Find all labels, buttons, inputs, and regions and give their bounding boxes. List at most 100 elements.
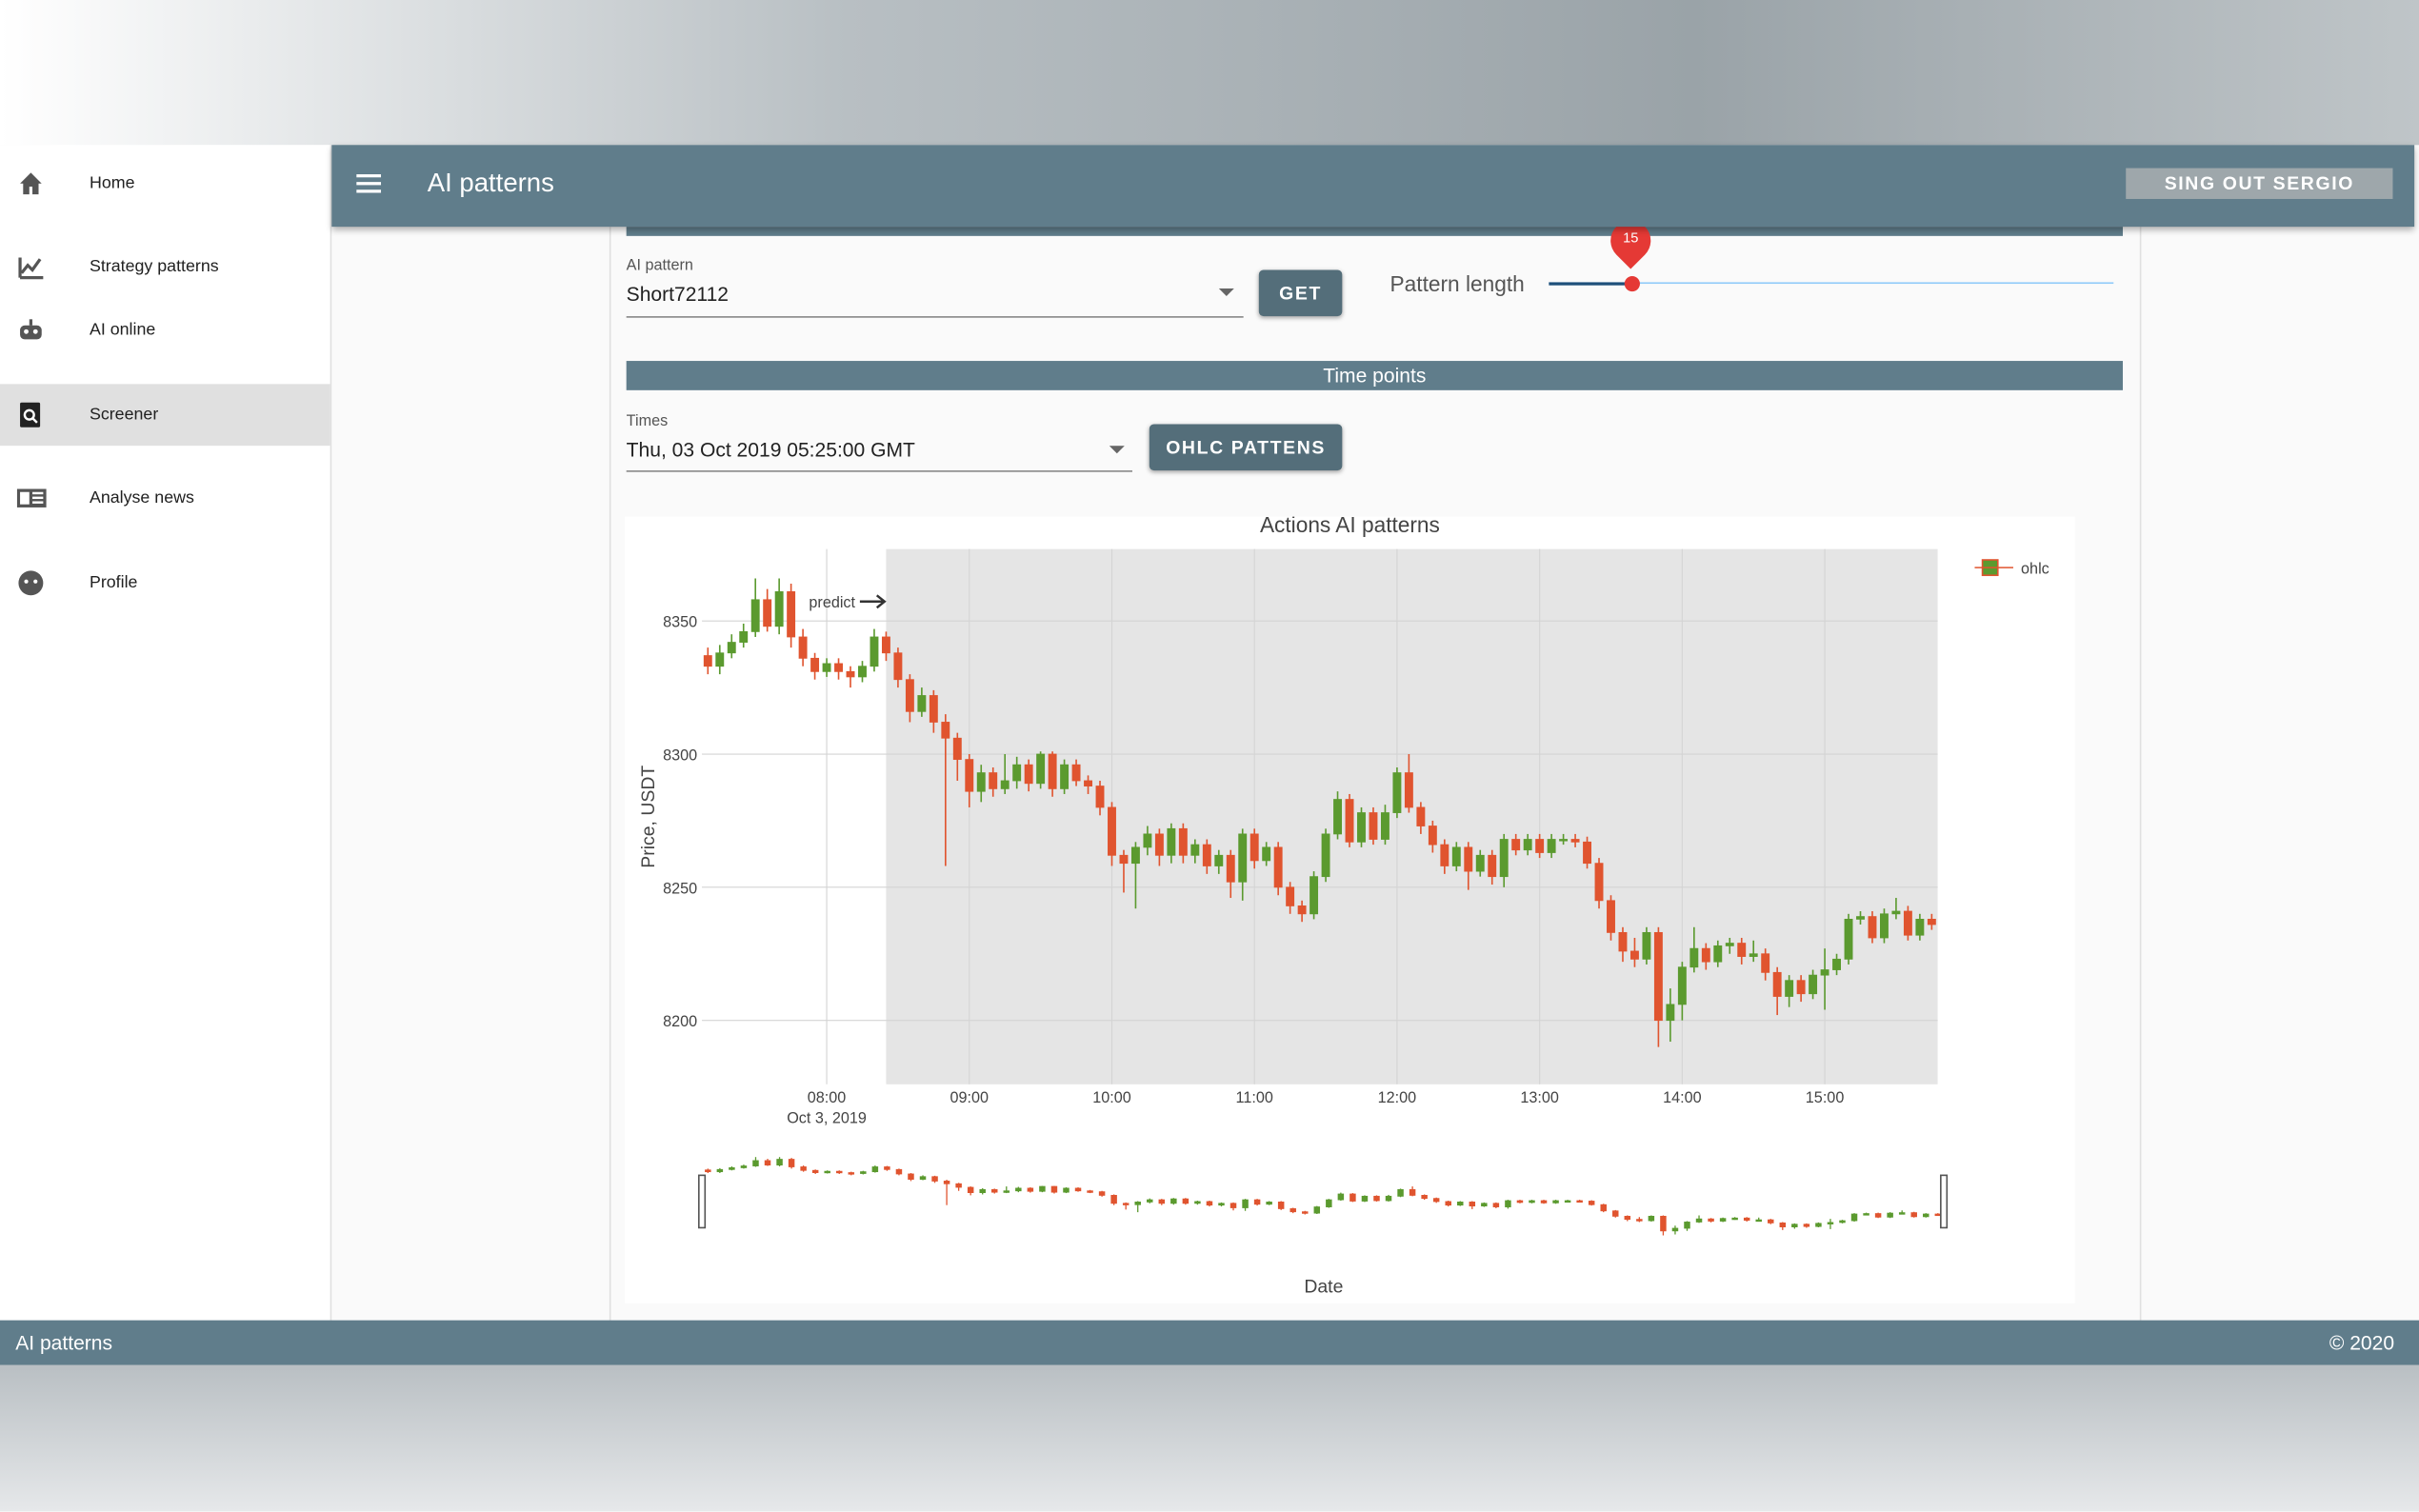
slider-track[interactable] <box>1549 282 2114 285</box>
slider-thumb[interactable] <box>1624 275 1640 292</box>
candle-body <box>1313 1206 1321 1214</box>
nav-item[interactable]: Home <box>0 152 330 214</box>
candle-body <box>1820 969 1829 976</box>
get-button[interactable]: GET <box>1258 269 1343 317</box>
candle-body <box>1648 1215 1655 1222</box>
nav-label: AI online <box>89 320 156 340</box>
nav-item[interactable]: Profile <box>0 552 330 614</box>
candle-body <box>1440 844 1449 866</box>
candle-body <box>1428 826 1437 846</box>
candle-body <box>1036 753 1046 785</box>
candle-body <box>1731 1217 1738 1221</box>
app-title: AI patterns <box>427 168 554 198</box>
icon <box>20 402 41 428</box>
candle-body <box>1289 1208 1296 1213</box>
candle-body <box>1297 905 1307 915</box>
candle-body <box>1666 1004 1675 1022</box>
chart-title: Actions AI patterns <box>1260 517 1440 537</box>
candle-body <box>1803 1224 1810 1227</box>
candle-body <box>1898 1212 1906 1215</box>
field-label: AI pattern <box>626 257 693 275</box>
candle-body <box>1380 812 1389 840</box>
candle-body <box>1749 953 1758 957</box>
candle-body <box>1326 1199 1332 1207</box>
candle-body <box>1345 799 1354 843</box>
candle-body <box>703 655 712 667</box>
candle-body <box>952 737 962 761</box>
candle-body <box>1333 799 1342 835</box>
candle-body <box>1229 1203 1237 1208</box>
candle-body <box>1048 753 1057 789</box>
footer: AI patterns © 2020 <box>0 1320 2419 1365</box>
candle-body <box>1887 1212 1893 1218</box>
nav-item[interactable]: Analyse news <box>0 468 330 529</box>
candle-body <box>1923 1213 1929 1218</box>
candle-body <box>752 1160 759 1166</box>
candle-body <box>1392 772 1402 813</box>
candle-body <box>1071 764 1081 782</box>
candle-body <box>798 636 808 659</box>
candle-body <box>1373 1195 1380 1202</box>
candle-body <box>740 1165 748 1168</box>
candle-body <box>1785 980 1794 997</box>
candle-body <box>1809 974 1818 995</box>
candle-body <box>1178 827 1188 856</box>
nav-item-selected[interactable]: Screener <box>0 384 330 447</box>
candle-body <box>1815 1223 1822 1227</box>
candle-body <box>1060 764 1070 789</box>
candle-body <box>1624 1215 1631 1221</box>
select-value[interactable]: Thu, 03 Oct 2019 05:25:00 GMT <box>626 438 915 462</box>
candle-body <box>870 636 879 667</box>
candle-body <box>1469 1202 1476 1207</box>
dropdown-arrow[interactable] <box>1218 288 1234 298</box>
candle-body <box>1481 1203 1488 1207</box>
candle-body <box>1488 854 1497 878</box>
candle-body <box>848 1172 855 1175</box>
x-tick-label: 13:00 <box>1520 1089 1559 1106</box>
x-tick-label: 12:00 <box>1378 1089 1417 1106</box>
candle-body <box>1003 1190 1010 1193</box>
candle-body <box>716 1168 724 1173</box>
signout-button[interactable]: SING OUT SERGIO <box>2126 168 2393 199</box>
candle-body <box>1516 1200 1524 1204</box>
icon <box>18 570 44 596</box>
nav-item[interactable]: Strategy patterns <box>0 236 330 298</box>
candle-body <box>1927 918 1936 925</box>
footer-left: AI patterns <box>15 1330 113 1355</box>
ohlc-button[interactable]: OHLC PATTENS <box>1149 424 1343 471</box>
dropdown-arrow[interactable] <box>1109 446 1125 455</box>
candle-body <box>1154 833 1164 856</box>
candle-body <box>1755 1219 1762 1223</box>
menu-icon[interactable] <box>356 174 382 196</box>
candle-body <box>763 599 772 627</box>
candle-body <box>705 1169 711 1173</box>
candle-body <box>1535 839 1545 853</box>
candle-body <box>991 1188 998 1193</box>
candle-body <box>1499 839 1509 878</box>
candle-body <box>1529 1200 1535 1204</box>
y-tick-label: 8200 <box>663 1013 697 1030</box>
select-underline <box>626 470 1133 472</box>
candle-body <box>715 652 725 667</box>
candle-body <box>1074 1187 1082 1192</box>
candle-body <box>1827 1222 1834 1224</box>
nav-item[interactable]: AI online <box>0 299 330 361</box>
candle-body <box>967 1186 974 1194</box>
candle-body <box>1856 916 1865 920</box>
candle-body <box>941 722 950 739</box>
nav-label: Strategy patterns <box>89 257 219 276</box>
candle-body <box>1850 1213 1858 1222</box>
candle-body <box>1903 910 1912 936</box>
candle-body <box>1492 1203 1500 1207</box>
candle-body <box>1689 947 1699 968</box>
candle-body <box>800 1166 807 1171</box>
candle-body <box>871 1166 879 1173</box>
backdrop <box>0 1364 2419 1512</box>
select-value[interactable]: Short72112 <box>626 282 730 306</box>
candle-body <box>1594 863 1604 902</box>
candle-body <box>955 1183 962 1188</box>
candle-body <box>834 663 843 672</box>
app-bar: AI patterns SING OUT SERGIO <box>331 145 2415 228</box>
candle-body <box>1050 1185 1058 1193</box>
